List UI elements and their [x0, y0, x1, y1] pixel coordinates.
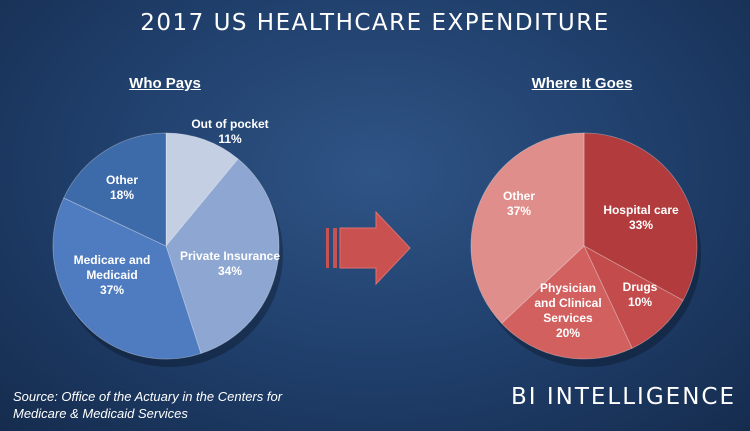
who-pays-pie: Out of pocket 11% Private Insurance 34% Medi… [52, 117, 283, 367]
pie-slice-physician-and-clinical-services [501, 245, 633, 360]
where-it-goes-pie: Hospital care 33% Drugs 10% Physician and Cli… [470, 132, 701, 367]
pie-slice-private-insurance [165, 158, 280, 354]
slice-label: Other 37% [503, 189, 535, 218]
arrow-stripe [326, 228, 329, 268]
arrow-stripe [333, 228, 337, 268]
pie-slice-out-of-pocket [165, 132, 239, 248]
pie-slice-drugs [583, 245, 684, 349]
who-pays-heading: Who Pays [129, 75, 201, 92]
slice-label: Other 18% [106, 173, 138, 202]
pie-slice-other [470, 132, 585, 324]
page-title: 2017 US HEALTHCARE EXPENDITURE [140, 10, 610, 36]
slice-label: Private Insurance 34% [180, 249, 280, 278]
pie-slice-medicare-and-medicaid [52, 197, 202, 360]
brand-logo: BI INTELLIGENCE [510, 384, 736, 410]
right-arrow-icon [339, 210, 411, 286]
slice-label: Out of pocket 11% [191, 117, 268, 146]
slice-label: Drugs 10% [623, 280, 658, 309]
pie-slice-other [63, 132, 167, 247]
source-line: Medicare & Medicaid Services [13, 406, 188, 421]
pie-slice-hospital-care [583, 132, 698, 301]
where-it-goes-heading: Where It Goes [531, 75, 633, 92]
source-line: Source: Office of the Actuary in the Cen… [13, 389, 283, 404]
slice-label: Hospital care 33% [603, 203, 679, 232]
slice-label: Medicare and Medicaid 37% [74, 253, 151, 297]
slice-label: Physician and Clinical Services 20% [534, 281, 601, 340]
source-note: Source: Office of the Actuary in the Cen… [13, 388, 333, 422]
